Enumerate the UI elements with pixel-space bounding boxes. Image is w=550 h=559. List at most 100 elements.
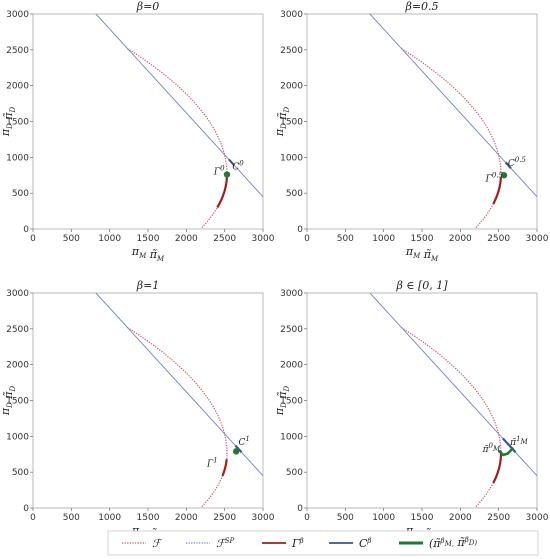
plot-area — [369, 14, 537, 228]
c-beta-segment — [234, 444, 243, 454]
gamma-arc — [221, 459, 228, 477]
x-tick-label: 0 — [30, 234, 36, 244]
x-tick-label: 2500 — [213, 513, 236, 523]
x-tick-label: 2000 — [449, 234, 472, 244]
plot-area — [95, 293, 263, 507]
y-tick-label: 1500 — [280, 118, 303, 128]
y-tick-label: 1500 — [280, 397, 303, 407]
x-tick-label: 1500 — [137, 234, 160, 244]
annotation-label: π̃0M — [482, 442, 501, 455]
optimum-point — [223, 171, 231, 178]
frontier-line-FSP — [369, 14, 537, 198]
chart-panel-4: 0 500 1000 1500 2000 2500 3000 0 500 1000 1500 2000… — [273, 279, 549, 542]
y-tick-label: 2000 — [6, 82, 29, 92]
frontier-curve-F — [126, 47, 228, 228]
y-axis-label: πD π̃D — [0, 386, 17, 417]
c-beta-segment — [228, 158, 236, 167]
legend-label: ℱ — [152, 537, 163, 550]
panel-title: β=0.5 — [404, 0, 438, 13]
y-tick-label: 1000 — [6, 153, 29, 163]
plot-area — [95, 14, 263, 228]
y-tick-label: 1000 — [280, 432, 303, 442]
x-tick-label: 1000 — [372, 234, 395, 244]
x-axis-label: πM π̃M — [131, 245, 165, 263]
legend-label: ℱSP — [216, 537, 234, 550]
x-tick-label: 1000 — [372, 513, 395, 523]
y-tick-label: 500 — [286, 189, 303, 199]
chart-panel-3: 0 500 1000 1500 2000 2500 3000 0 500 1000 1500 2000… — [0, 279, 275, 542]
y-axis-label: πD π̃D — [0, 107, 17, 138]
c-beta-segment — [502, 437, 517, 454]
frontier-line-FSP — [95, 293, 263, 477]
x-tick-label: 3000 — [252, 513, 275, 523]
y-tick-label: 2000 — [280, 82, 303, 92]
x-axis-label: πM π̃M — [405, 245, 439, 263]
x-tick-label: 2000 — [449, 513, 472, 523]
y-tick-label: 2500 — [6, 325, 29, 335]
chart-panel-2: 0 500 1000 1500 2000 2500 3000 0 500 1000 1500 2000… — [273, 0, 549, 263]
y-tick-label: 500 — [12, 468, 29, 478]
y-tick-label: 3000 — [6, 10, 29, 20]
annotation-label: Γ0.5 — [485, 172, 504, 185]
c-beta-segment — [504, 161, 512, 169]
legend-label: (π̃βM, π̃βD) — [429, 536, 477, 550]
gamma-arc — [492, 451, 503, 484]
legend-label: Cβ — [359, 537, 371, 550]
annotation-label: C1 — [238, 435, 249, 448]
y-tick-label: 1000 — [280, 153, 303, 163]
y-tick-label: 2000 — [6, 361, 29, 371]
y-tick-label: 0 — [23, 225, 29, 235]
x-tick-label: 0 — [304, 234, 310, 244]
x-tick-label: 3000 — [252, 234, 275, 244]
x-tick-label: 500 — [63, 234, 80, 244]
x-tick-label: 2500 — [487, 234, 510, 244]
y-tick-label: 3000 — [6, 289, 29, 299]
x-tick-label: 2000 — [175, 513, 198, 523]
y-axis-label: πD π̃D — [273, 107, 291, 138]
y-tick-label: 0 — [23, 504, 29, 514]
y-tick-label: 3000 — [280, 289, 303, 299]
y-tick-label: 1500 — [6, 397, 29, 407]
optimum-arc — [498, 447, 514, 457]
y-axis-label: πD π̃D — [273, 386, 291, 417]
frontier-curve-F — [400, 326, 502, 507]
x-tick-label: 500 — [63, 513, 80, 523]
y-tick-label: 500 — [12, 189, 29, 199]
x-tick-label: 500 — [337, 513, 354, 523]
panel-title: β=1 — [136, 279, 160, 292]
y-tick-label: 1000 — [6, 432, 29, 442]
chart-panel-1: 0 500 1000 1500 2000 2500 3000 0 500 1000 1500 2000… — [0, 0, 275, 263]
annotation-label: Γ0 — [213, 165, 225, 178]
x-tick-label: 0 — [30, 513, 36, 523]
y-tick-label: 2500 — [6, 46, 29, 56]
annotation-label: Γ1 — [206, 456, 218, 469]
y-tick-label: 2500 — [280, 325, 303, 335]
plot-frame — [32, 13, 264, 230]
x-tick-label: 2500 — [487, 513, 510, 523]
plot-frame — [306, 292, 538, 509]
y-tick-label: 1500 — [6, 118, 29, 128]
x-tick-label: 1500 — [411, 513, 434, 523]
plot-frame — [32, 292, 264, 509]
y-tick-label: 0 — [297, 504, 303, 514]
x-tick-label: 2500 — [213, 234, 236, 244]
y-tick-label: 2000 — [280, 361, 303, 371]
x-tick-label: 2000 — [175, 234, 198, 244]
panel-title: β=0 — [136, 0, 160, 13]
x-tick-label: 1500 — [411, 234, 434, 244]
legend: ℱ ℱSP Γβ Cβ (π̃βM, π̃βD) — [107, 530, 539, 556]
plot-area — [369, 293, 537, 507]
panel-title: β ∈ [0, 1] — [395, 279, 448, 292]
y-tick-label: 500 — [286, 468, 303, 478]
legend-box — [107, 530, 539, 556]
x-tick-label: 1000 — [98, 513, 121, 523]
y-tick-label: 2500 — [280, 46, 303, 56]
x-tick-label: 500 — [337, 234, 354, 244]
frontier-curve-F — [400, 47, 502, 228]
x-tick-label: 1000 — [98, 234, 121, 244]
annotation-label: C0 — [232, 160, 244, 173]
y-tick-label: 3000 — [280, 10, 303, 20]
x-tick-label: 3000 — [526, 513, 549, 523]
annotation-label: π̃1M — [509, 435, 528, 448]
